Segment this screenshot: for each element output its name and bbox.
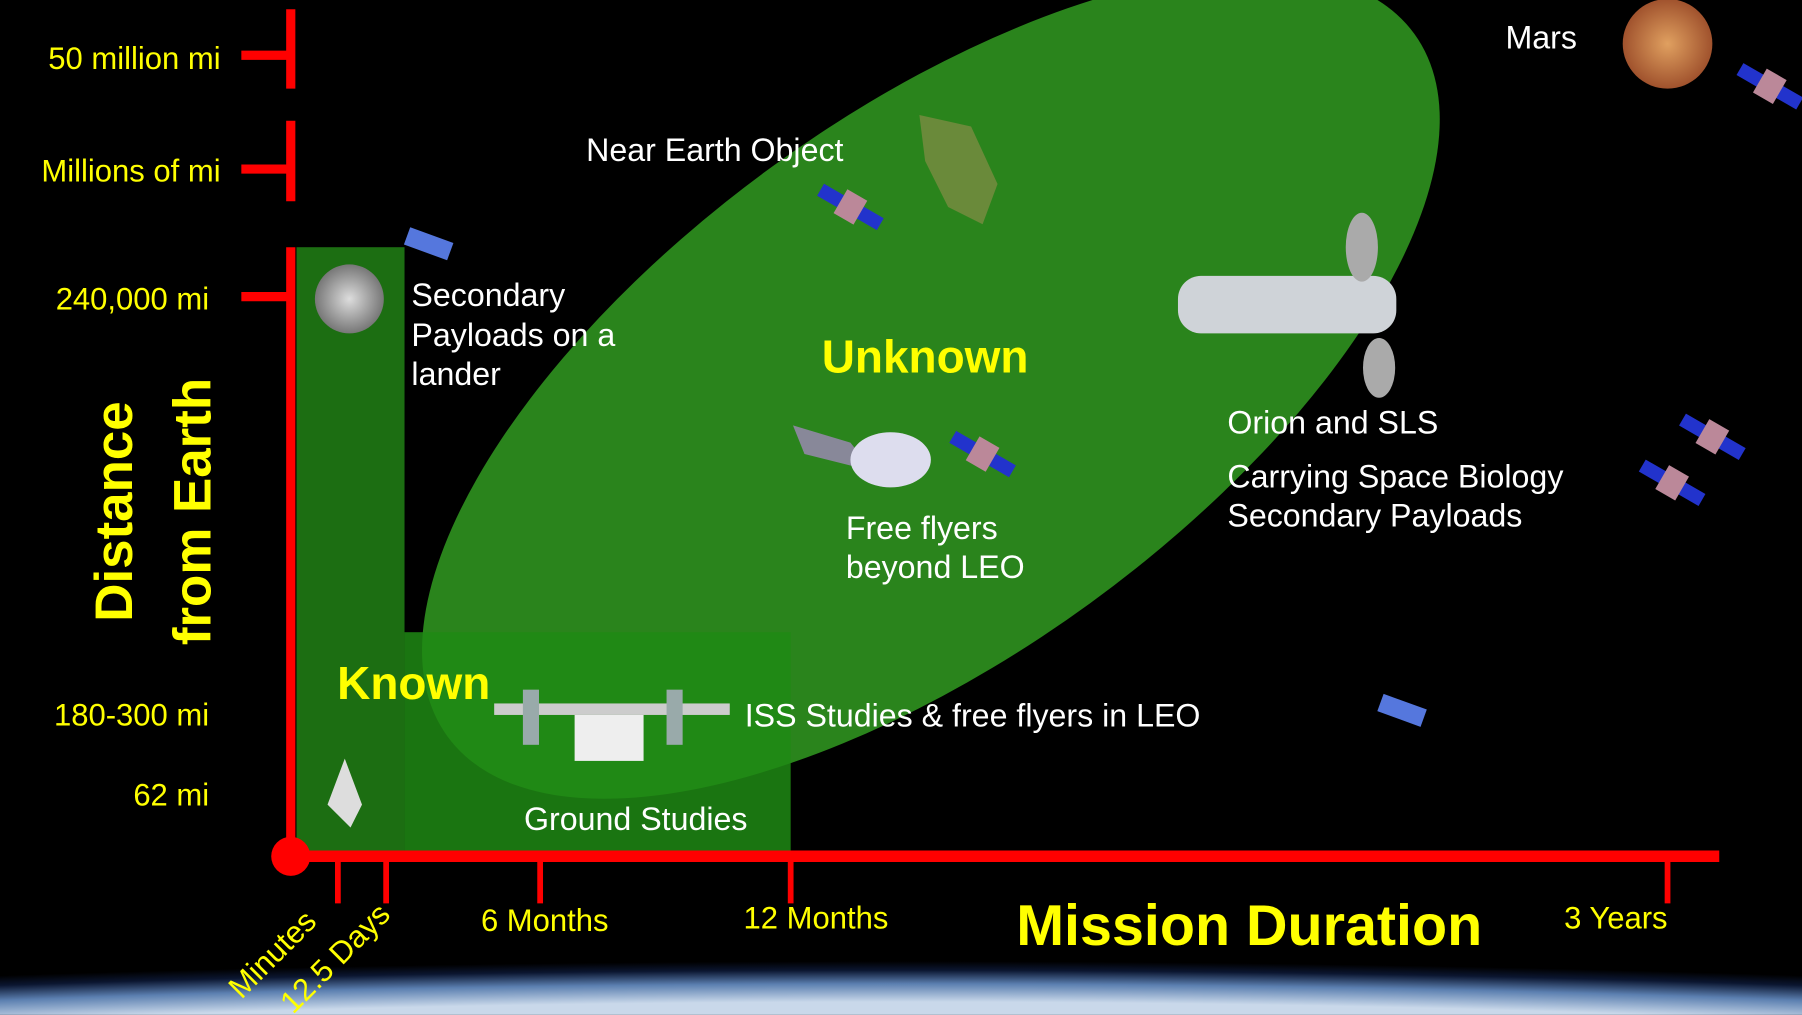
annotation: ISS Studies & free flyers in LEO <box>745 697 1201 733</box>
annotation: Mars <box>1505 19 1576 55</box>
x-title: Mission Duration <box>1016 894 1482 958</box>
annotation: Secondary Payloads <box>1227 497 1522 533</box>
annotation: Carrying Space Biology <box>1227 458 1564 494</box>
mars-icon <box>1623 0 1713 89</box>
annotation: beyond LEO <box>846 549 1025 585</box>
annotation: Payloads on a <box>411 317 615 353</box>
moon-icon <box>315 264 384 333</box>
y-title-line: from Earth <box>163 378 222 645</box>
y-label: Millions of mi <box>41 154 220 189</box>
unknown-label: Unknown <box>822 330 1029 382</box>
page: 50 million mi Millions of mi 240,000 mi … <box>0 0 1802 1015</box>
y-label: 240,000 mi <box>56 281 209 316</box>
y-title-line: Distance <box>85 401 144 621</box>
annotation: Free flyers <box>846 510 998 546</box>
y-label: 62 mi <box>133 778 209 813</box>
origin <box>271 837 310 876</box>
annotation: lander <box>411 356 501 392</box>
slide: 50 million mi Millions of mi 240,000 mi … <box>0 0 1802 1015</box>
x-label: 3 Years <box>1564 901 1667 936</box>
known-region <box>297 247 405 850</box>
annotation: Orion and SLS <box>1227 404 1438 440</box>
y-label: 50 million mi <box>48 41 220 76</box>
annotation: Ground Studies <box>524 801 747 837</box>
x-label: 12 Months <box>744 901 889 936</box>
known-label: Known <box>337 657 490 709</box>
y-label: 180-300 mi <box>54 697 209 732</box>
annotation: Near Earth Object <box>586 132 843 168</box>
x-label: 6 Months <box>481 903 609 938</box>
annotation: Secondary <box>411 277 566 313</box>
